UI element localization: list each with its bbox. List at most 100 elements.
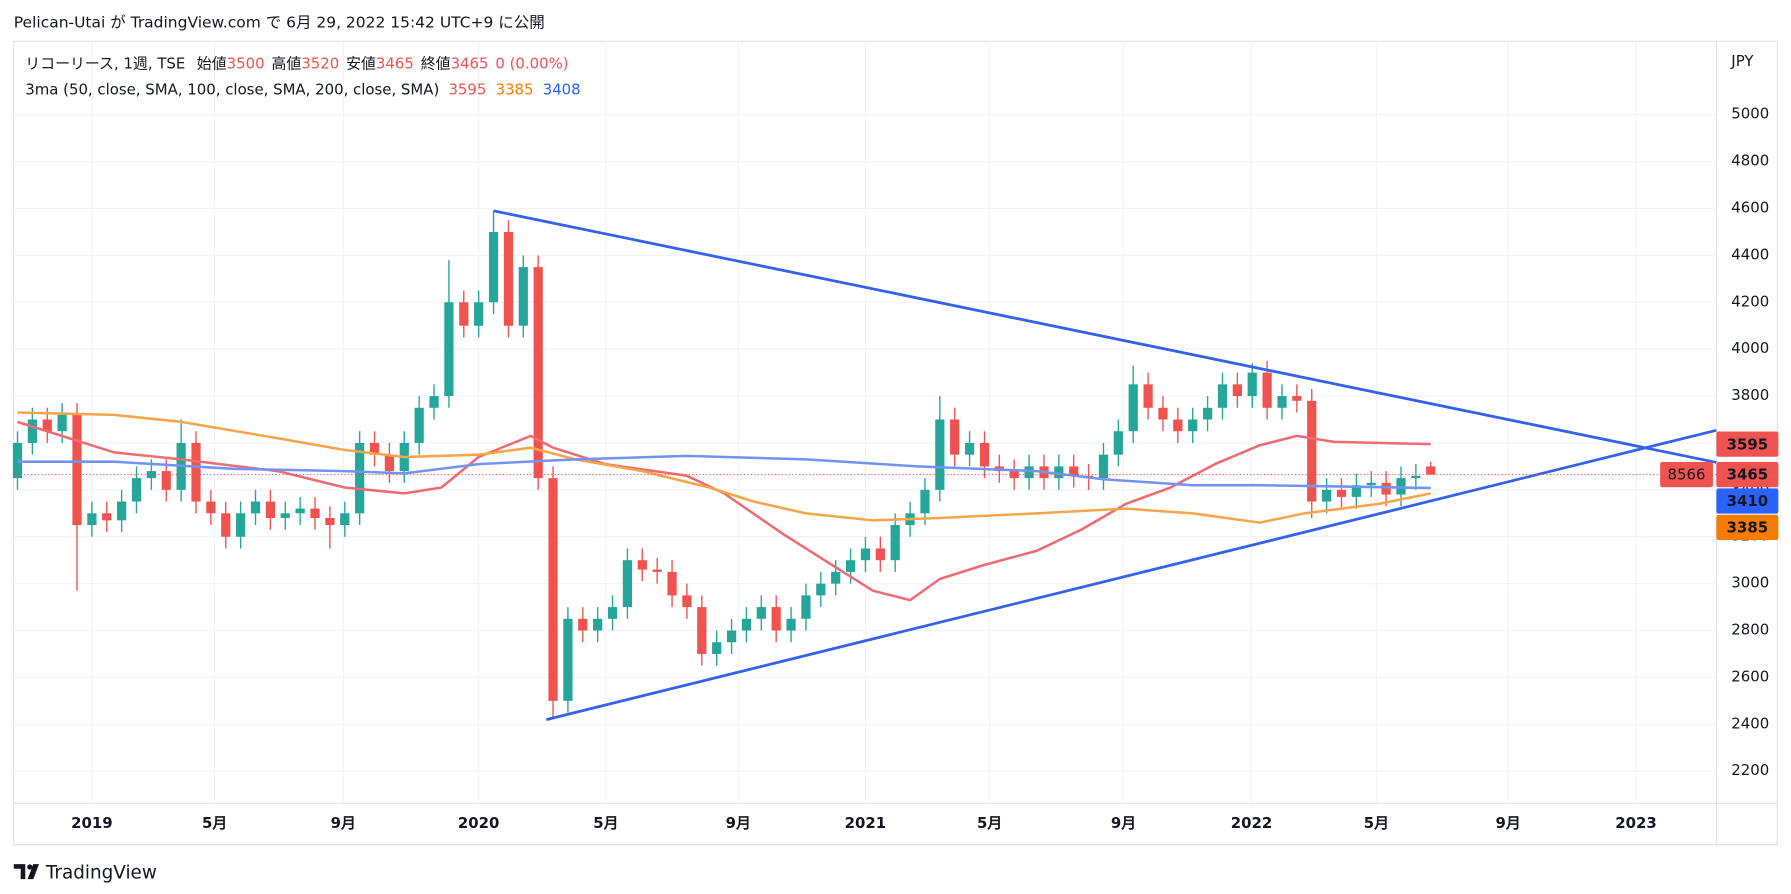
y-tick-label: 5000 xyxy=(1731,105,1769,123)
candle-body xyxy=(250,501,261,514)
candle-body xyxy=(593,618,603,631)
candle-body xyxy=(1113,431,1123,455)
candle-body xyxy=(1411,475,1421,479)
change: 0 (0.00%) xyxy=(495,54,568,72)
candle-body xyxy=(548,478,558,701)
candle-body xyxy=(786,618,796,631)
candle-body xyxy=(355,442,365,514)
candle-body xyxy=(340,513,350,526)
price-badge-label: 3385 xyxy=(1727,519,1769,537)
moving-average xyxy=(17,420,1431,602)
candle-body xyxy=(102,513,112,521)
price-badge-label: 3465 xyxy=(1727,466,1769,484)
candle-body xyxy=(295,508,305,514)
candle-body xyxy=(1054,466,1064,479)
candle-body xyxy=(236,513,246,537)
countdown-label: 8566 xyxy=(1668,466,1706,484)
high-label: 高値 xyxy=(271,54,301,72)
candle-body xyxy=(1366,482,1376,486)
candle-body xyxy=(860,548,871,561)
candle-body xyxy=(1217,384,1228,408)
candle-body xyxy=(726,630,737,643)
candle-body xyxy=(1292,396,1302,401)
y-tick-label: 4600 xyxy=(1731,198,1769,216)
candle-body xyxy=(712,642,722,654)
grid xyxy=(13,41,1717,804)
candle-body xyxy=(444,302,454,397)
y-tick-label: 3800 xyxy=(1731,386,1769,404)
x-tick-label: 5月 xyxy=(1364,814,1389,832)
publish-header: Pelican-Utai が TradingView.com で 6月 29, … xyxy=(14,13,545,31)
x-tick-label: 2023 xyxy=(1615,814,1657,832)
candle-body xyxy=(1307,400,1317,502)
indicator-name: 3ma (50, close, SMA, 100, close, SMA, 20… xyxy=(25,81,439,99)
candle-body xyxy=(1098,454,1109,479)
x-tick-label: 9月 xyxy=(1495,814,1520,832)
candle-body xyxy=(979,442,990,467)
candle-body xyxy=(831,571,841,584)
x-tick-label: 9月 xyxy=(726,814,751,832)
y-tick-label: 4400 xyxy=(1731,245,1769,263)
candle-body xyxy=(607,607,618,619)
trend-line xyxy=(546,428,1717,721)
x-tick-label: 5月 xyxy=(202,814,227,832)
brand: TradingView xyxy=(45,862,157,883)
candle-body xyxy=(1024,466,1034,479)
moving-average xyxy=(17,454,1431,490)
ma-value: 3595 xyxy=(448,81,486,99)
candle-body xyxy=(280,513,290,518)
candle-body xyxy=(801,595,811,619)
logo-mark xyxy=(13,864,40,880)
price-badge xyxy=(1716,461,1779,488)
price-badge-label: 3410 xyxy=(1727,492,1769,510)
candle-body xyxy=(920,489,930,514)
open-label: 始値 xyxy=(197,54,227,72)
candle-body xyxy=(652,569,662,572)
candle-body xyxy=(1247,372,1257,397)
candle-body xyxy=(637,560,647,570)
symbol: リコーリース, 1週, TSE xyxy=(25,54,185,72)
candle-body xyxy=(474,302,484,326)
candle-body xyxy=(518,267,528,326)
y-tick-label: 2800 xyxy=(1731,621,1769,639)
candle-body xyxy=(816,583,826,596)
candle-body xyxy=(1232,384,1242,397)
candle-body xyxy=(221,513,231,537)
y-tick-label: 4000 xyxy=(1731,339,1769,357)
legend-indicator: 3ma (50, close, SMA, 100, close, SMA, 20… xyxy=(25,81,580,99)
candle-body xyxy=(117,501,127,521)
y-tick-label: 2400 xyxy=(1731,714,1769,732)
candle-body xyxy=(429,396,439,408)
candle-body xyxy=(1009,471,1019,479)
candle-body xyxy=(459,302,469,326)
open-value: 3500 xyxy=(227,54,265,72)
candle-body xyxy=(1381,482,1391,495)
candle-body xyxy=(1202,407,1213,420)
y-tick-label: 2600 xyxy=(1731,667,1769,685)
candle-body xyxy=(503,231,514,326)
candle-body xyxy=(771,607,781,631)
logo-dot xyxy=(27,864,33,870)
candle-body xyxy=(1188,419,1198,432)
candle-body xyxy=(369,442,380,455)
high-value: 3520 xyxy=(301,54,339,72)
candle-body xyxy=(1351,485,1361,497)
candle-body xyxy=(741,618,752,631)
candle-body xyxy=(1143,384,1153,408)
x-tick-label: 5月 xyxy=(977,814,1002,832)
candle-body xyxy=(1069,466,1079,476)
price-badge xyxy=(1716,431,1779,457)
candle-body xyxy=(42,419,52,432)
candle-body xyxy=(950,419,960,455)
candle-body xyxy=(935,419,945,490)
candle-body xyxy=(161,471,171,490)
currency: JPY xyxy=(1730,52,1754,70)
plot xyxy=(12,209,1717,721)
candle-body xyxy=(667,571,677,596)
countdown-badge xyxy=(1660,461,1713,488)
price-badge xyxy=(1716,488,1779,514)
candle-body xyxy=(488,231,499,303)
candle-body xyxy=(1426,466,1436,475)
candle-body xyxy=(682,595,692,608)
